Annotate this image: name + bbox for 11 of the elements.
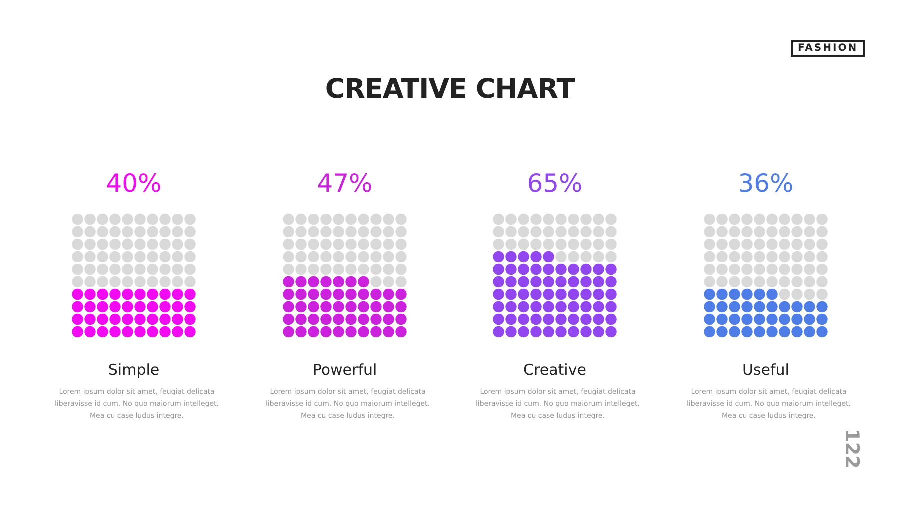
category-label: Powerful [312,361,378,379]
data-label: 40% [105,169,163,198]
text: 122 [840,429,863,469]
data-label: 36% [737,169,795,198]
data-label: 65% [526,169,584,198]
category-label: Simple [107,361,161,379]
text: CREATIVE CHART [324,74,576,105]
text: FASHION [791,40,866,57]
category-label: Creative [522,361,588,379]
data-label: 47% [316,169,374,198]
category-label: Useful [742,361,790,379]
